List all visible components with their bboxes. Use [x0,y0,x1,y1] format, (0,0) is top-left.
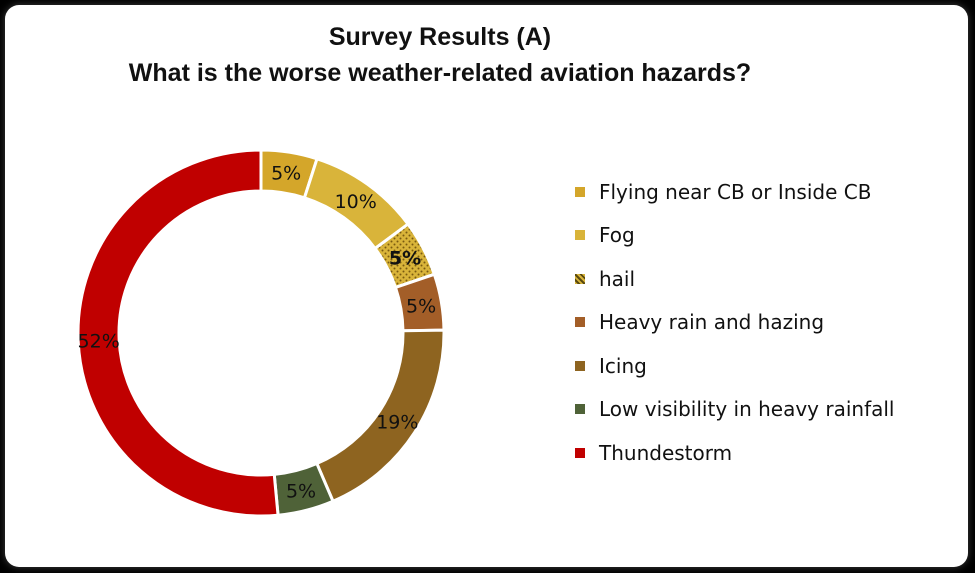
data-label-hail: 5% [389,248,421,270]
legend-item: Flying near CB or Inside CB [575,170,955,214]
legend-swatch [575,273,585,284]
legend-label: Low visibility in heavy rainfall [599,397,895,422]
legend-label: hail [599,266,636,291]
legend-swatch [575,230,585,241]
legend-label: Icing [599,353,647,378]
legend-label: Fog [599,223,635,248]
data-label-flying-near-cb-or-inside-cb: 5% [271,162,301,184]
legend-item: hail [575,257,955,301]
slices-group [76,148,446,518]
legend-item: Fog [575,214,955,258]
data-label-low-visibility-in-heavy-rainfall: 5% [286,480,316,502]
labels-group: 5% 10% 5% 5% 19% 5% 52% [78,162,437,502]
data-label-thundestorm: 52% [78,331,120,353]
legend-item: Heavy rain and hazing [575,301,955,345]
legend-swatch [575,404,585,415]
legend-label: Flying near CB or Inside CB [599,179,872,204]
legend-label: Thundestorm [599,440,733,465]
data-label-icing: 19% [376,411,418,433]
legend-swatch [575,317,585,328]
chart-subtitle: What is the worse weather-related aviati… [128,59,752,87]
legend-swatch [575,360,585,371]
legend-item: Icing [575,344,955,388]
legend-swatch [575,186,585,197]
chart-title: Survey Results (A) [328,23,552,51]
data-label-heavy-rain-and-hazing: 5% [406,295,436,317]
legend-label: Heavy rain and hazing [599,310,825,335]
legend-item: Low visibility in heavy rainfall [575,388,955,432]
legend: Flying near CB or Inside CB Fog hail Heavy … [575,170,955,475]
legend-item: Thundestorm [575,431,955,475]
slice-thundestorm [76,148,280,518]
legend-swatch [575,447,585,458]
data-label-fog: 10% [335,191,377,213]
